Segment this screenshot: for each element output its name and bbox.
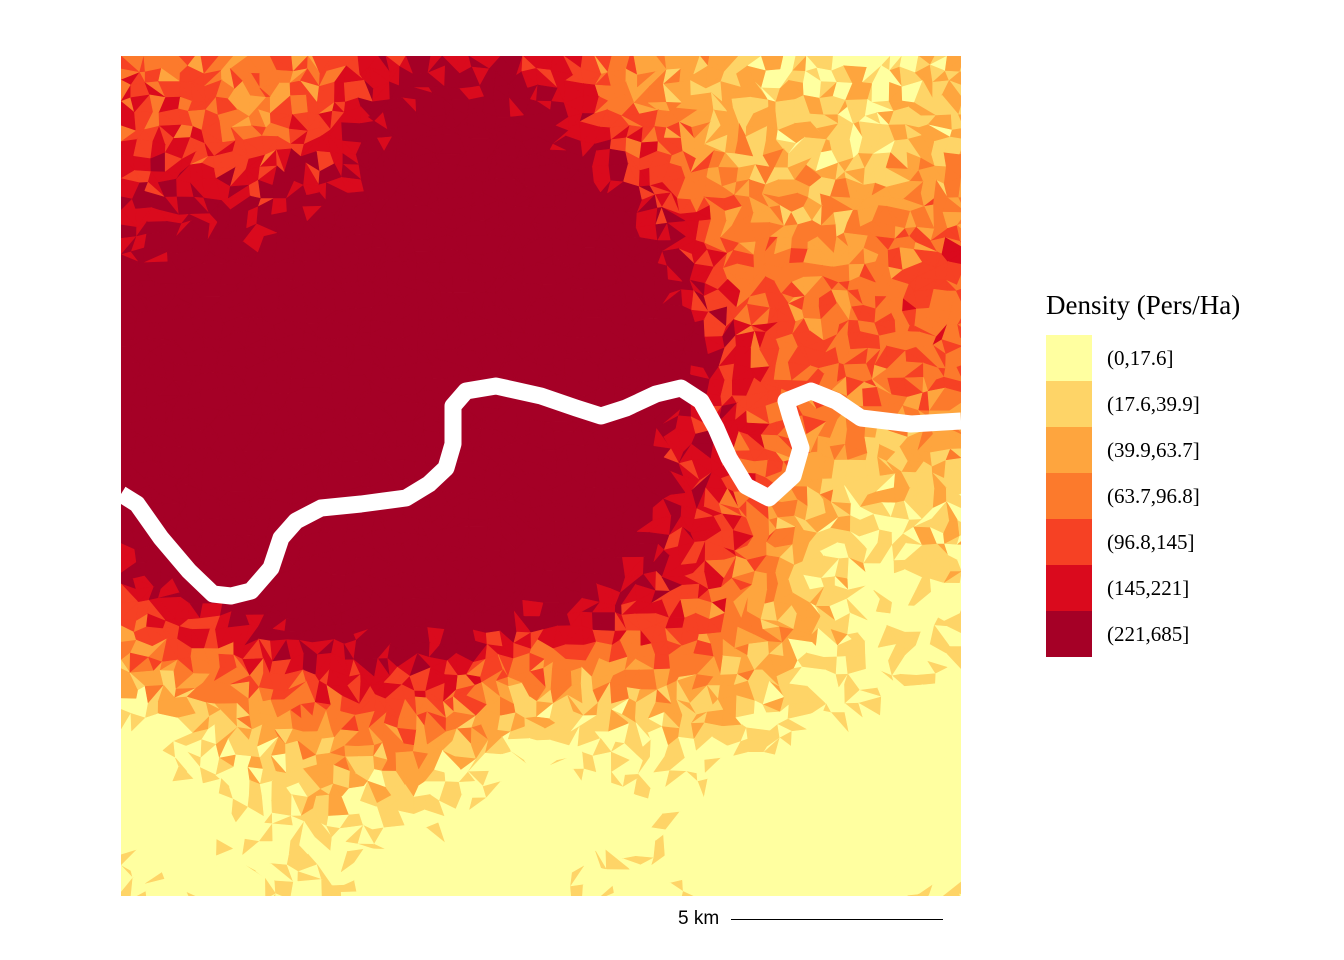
map-cell bbox=[959, 71, 961, 77]
map-cell bbox=[959, 154, 961, 158]
map-cell bbox=[959, 66, 961, 73]
map-cell bbox=[958, 105, 961, 115]
map-cells bbox=[121, 56, 961, 896]
map-cell bbox=[958, 114, 961, 122]
map-cell bbox=[957, 506, 961, 522]
density-map bbox=[121, 56, 961, 896]
map-cell bbox=[957, 111, 961, 116]
